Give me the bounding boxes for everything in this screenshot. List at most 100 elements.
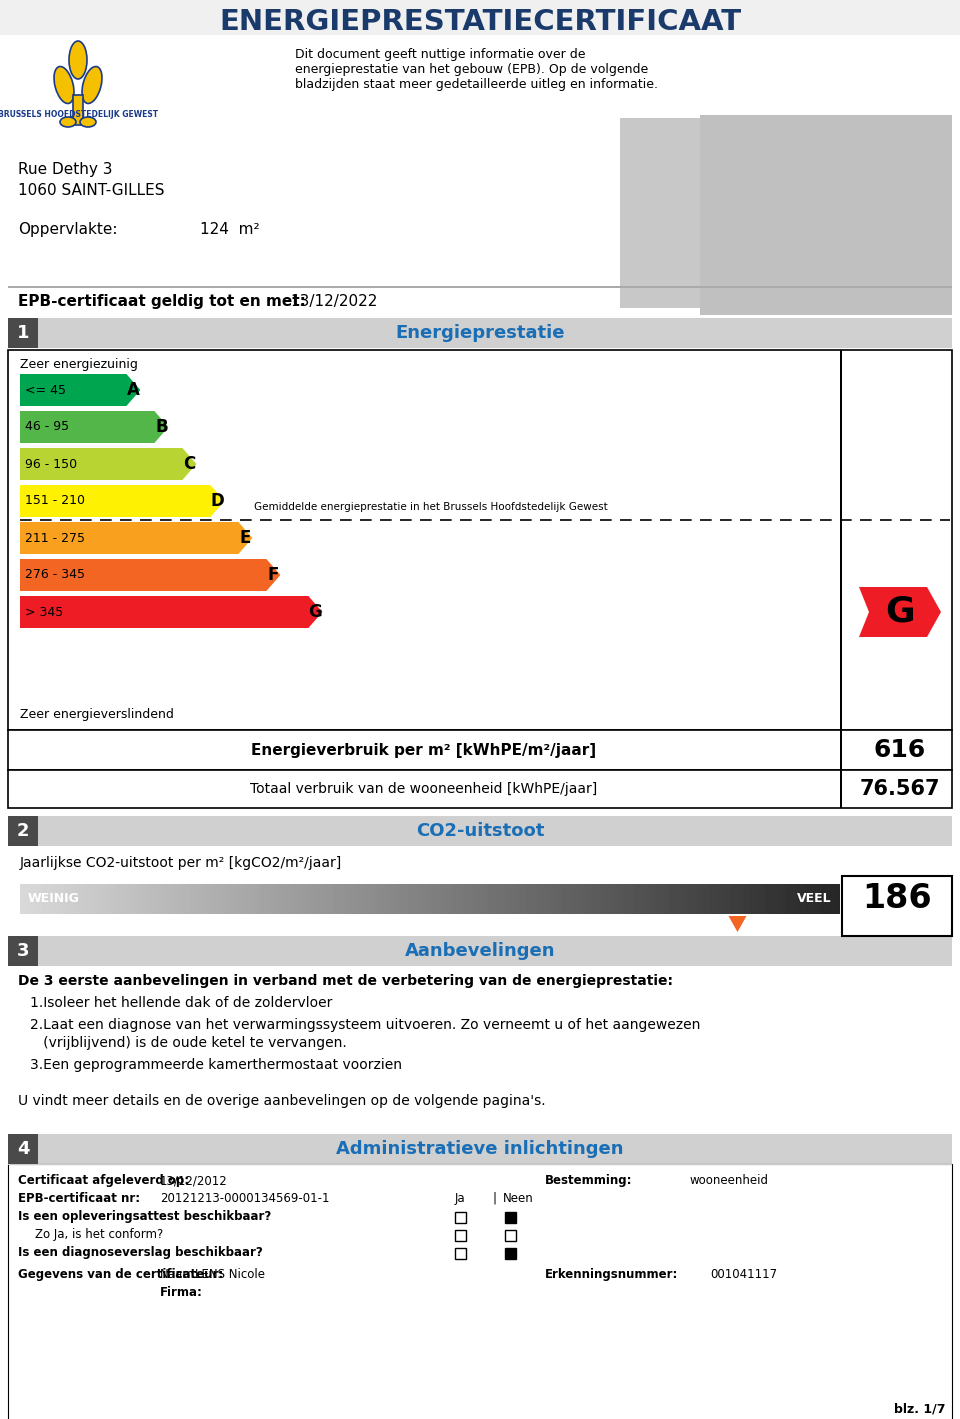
Text: Bestemming:: Bestemming: [545, 1174, 633, 1188]
Bar [840, 771, 842, 807]
Text: Certificaat afgeleverd op:: Certificaat afgeleverd op: [18, 1174, 189, 1188]
Text: F: F [268, 566, 279, 585]
Text: 3: 3 [16, 942, 29, 961]
Text: Gemiddelde energieprestatie in het Brussels Hoofdstedelijk Gewest: Gemiddelde energieprestatie in het Bruss… [254, 501, 608, 511]
Text: 001041117: 001041117 [710, 1269, 778, 1281]
Text: (vrijblijvend) is de oude ketel te vervangen.: (vrijblijvend) is de oude ketel te verva… [30, 1036, 347, 1050]
Text: A: A [127, 380, 140, 399]
Text: Naam:: Naam: [160, 1269, 199, 1281]
Text: De 3 eerste aanbevelingen in verband met de verbetering van de energieprestatie:: De 3 eerste aanbevelingen in verband met… [18, 973, 673, 988]
Text: wooneenheid: wooneenheid [690, 1174, 769, 1188]
Text: Administratieve inlichtingen: Administratieve inlichtingen [336, 1139, 624, 1158]
Text: Jaarlijkse CO2-uitstoot per m² [kgCO2/m²/jaar]: Jaarlijkse CO2-uitstoot per m² [kgCO2/m²… [20, 856, 343, 870]
Text: G: G [308, 603, 323, 622]
Text: U vindt meer details en de overige aanbevelingen op de volgende pagina's.: U vindt meer details en de overige aanbe… [18, 1094, 545, 1108]
Bar [73, 95, 83, 125]
Bar [700, 115, 952, 315]
Bar [8, 937, 38, 966]
Text: 2.Laat een diagnose van het verwarmingssysteem uitvoeren. Zo verneemt u of het a: 2.Laat een diagnose van het verwarmingss… [30, 1017, 701, 1032]
Text: 20121213-0000134569-01-1: 20121213-0000134569-01-1 [160, 1192, 329, 1205]
Text: 1.Isoleer het hellende dak of de zoldervloer: 1.Isoleer het hellende dak of de zolderv… [30, 996, 332, 1010]
Text: VEEL: VEEL [798, 893, 832, 905]
Text: <= 45: <= 45 [25, 383, 66, 396]
Bar [505, 1247, 516, 1259]
Bar [8, 287, 952, 288]
Text: Is een diagnoseverslag beschikbaar?: Is een diagnoseverslag beschikbaar? [18, 1246, 263, 1259]
Text: 124  m²: 124 m² [200, 221, 259, 237]
Text: Zo Ja, is het conform?: Zo Ja, is het conform? [35, 1227, 163, 1242]
Text: |: | [493, 1192, 497, 1205]
Text: 1: 1 [16, 324, 29, 342]
Polygon shape [859, 587, 941, 637]
Text: Energieverbruik per m² [kWhPE/m²/jaar]: Energieverbruik per m² [kWhPE/m²/jaar] [252, 742, 596, 758]
Bar [842, 876, 952, 937]
Text: Zeer energieverslindend: Zeer energieverslindend [20, 708, 174, 721]
Text: 13/12/2012: 13/12/2012 [160, 1174, 228, 1188]
Text: Firma:: Firma: [160, 1286, 203, 1298]
Text: 276 - 345: 276 - 345 [25, 569, 85, 582]
Text: 46 - 95: 46 - 95 [25, 420, 69, 433]
Bar [8, 350, 952, 729]
Text: 96 - 150: 96 - 150 [25, 457, 77, 471]
Text: LENS Nicole: LENS Nicole [195, 1269, 265, 1281]
Bar [455, 1212, 466, 1223]
Text: G: G [885, 595, 915, 629]
Polygon shape [20, 522, 252, 553]
Bar [620, 118, 948, 308]
Text: Is een opleveringsattest beschikbaar?: Is een opleveringsattest beschikbaar? [18, 1210, 272, 1223]
Text: Erkenningsnummer:: Erkenningsnummer: [545, 1269, 679, 1281]
Text: Zeer energiezuinig: Zeer energiezuinig [20, 358, 138, 370]
Text: Aanbevelingen: Aanbevelingen [405, 942, 555, 961]
Polygon shape [20, 559, 280, 590]
Text: 2: 2 [16, 822, 29, 840]
Bar [8, 729, 952, 771]
Bar [8, 1134, 38, 1164]
Text: EPB-certificaat geldig tot en met:: EPB-certificaat geldig tot en met: [18, 294, 306, 309]
Bar [0, 0, 960, 35]
Bar [505, 1230, 516, 1242]
Polygon shape [20, 448, 197, 480]
Text: 13/12/2022: 13/12/2022 [290, 294, 377, 309]
Text: 616: 616 [874, 738, 926, 762]
Text: Oppervlakte:: Oppervlakte: [18, 221, 117, 237]
Bar [8, 771, 952, 807]
Text: Totaal verbruik van de wooneenheid [kWhPE/jaar]: Totaal verbruik van de wooneenheid [kWhP… [251, 782, 598, 796]
Bar [505, 1212, 516, 1223]
Text: 76.567: 76.567 [860, 779, 940, 799]
Text: C: C [183, 455, 196, 473]
Text: Dit document geeft nuttige informatie over de
energieprestatie van het gebouw (E: Dit document geeft nuttige informatie ov… [295, 48, 658, 91]
Text: > 345: > 345 [25, 606, 63, 619]
Ellipse shape [69, 41, 87, 79]
Polygon shape [20, 412, 168, 443]
Text: B: B [156, 419, 168, 436]
Text: 4: 4 [16, 1139, 29, 1158]
Text: 3.Een geprogrammeerde kamerthermostaat voorzien: 3.Een geprogrammeerde kamerthermostaat v… [30, 1059, 402, 1071]
Text: D: D [210, 492, 225, 509]
Bar [455, 1230, 466, 1242]
Bar [8, 937, 952, 966]
Bar [840, 350, 842, 729]
Polygon shape [20, 375, 140, 406]
Ellipse shape [80, 116, 96, 126]
Bar [455, 1247, 466, 1259]
Bar [8, 318, 38, 348]
Text: BRUSSELS HOOFDSTEDELIJK GEWEST: BRUSSELS HOOFDSTEDELIJK GEWEST [0, 111, 158, 119]
Text: Rue Dethy 3: Rue Dethy 3 [18, 162, 112, 177]
Bar [8, 816, 952, 846]
Text: 211 - 275: 211 - 275 [25, 532, 85, 545]
Bar [20, 884, 840, 914]
Bar [8, 318, 952, 348]
Polygon shape [20, 485, 225, 517]
Text: CO2-uitstoot: CO2-uitstoot [416, 822, 544, 840]
Ellipse shape [54, 67, 74, 104]
Text: Gegevens van de certificateur:: Gegevens van de certificateur: [18, 1269, 224, 1281]
Text: Ja: Ja [455, 1192, 466, 1205]
Text: E: E [240, 529, 252, 546]
Ellipse shape [82, 67, 102, 104]
Text: Neen: Neen [503, 1192, 534, 1205]
Bar [840, 729, 842, 771]
Text: Energieprestatie: Energieprestatie [396, 324, 564, 342]
Text: 151 - 210: 151 - 210 [25, 494, 85, 508]
Text: EPB-certificaat nr:: EPB-certificaat nr: [18, 1192, 140, 1205]
Bar [8, 1164, 952, 1419]
